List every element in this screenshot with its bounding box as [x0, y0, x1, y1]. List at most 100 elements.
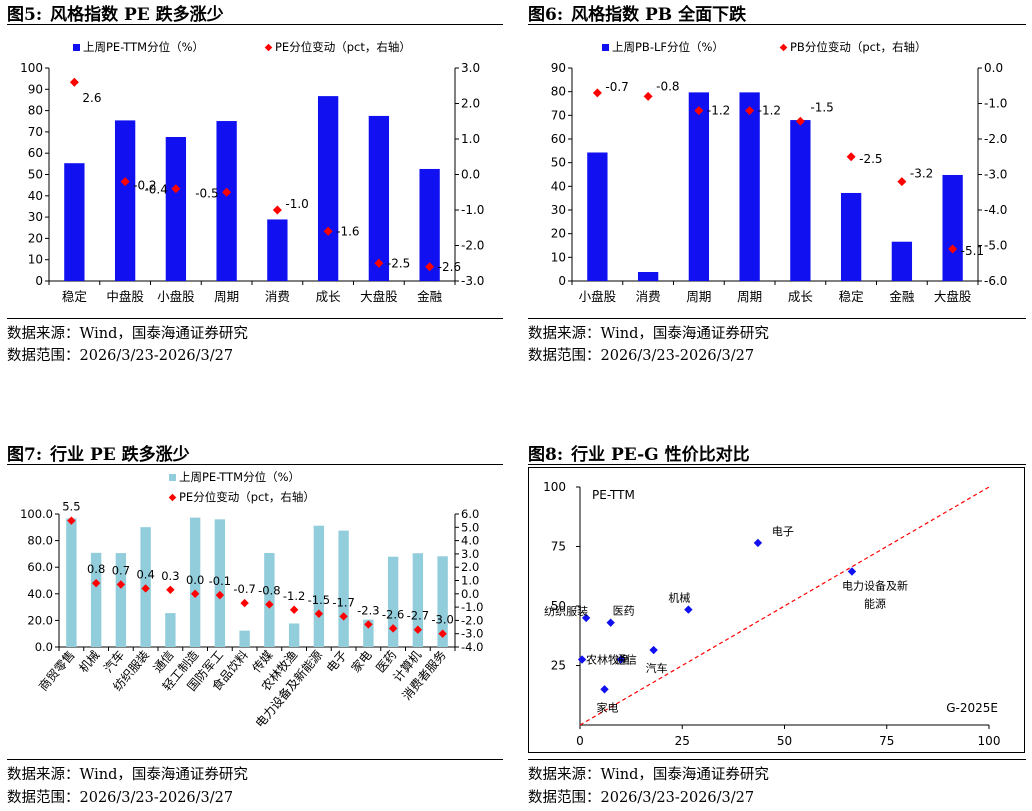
legend-label-bar: 上周PE-TTM分位（%）	[83, 40, 204, 54]
marker	[364, 620, 373, 629]
figure-title: 行业 PE 跌多涨少	[50, 445, 190, 465]
marker	[240, 598, 249, 608]
data-label: -2.7	[407, 609, 429, 623]
marker	[120, 177, 130, 187]
bar	[338, 530, 349, 647]
point-label: 汽车	[646, 661, 668, 675]
bar	[288, 623, 300, 647]
y-tick-label: 30	[28, 210, 43, 224]
bar	[637, 272, 659, 281]
category-label: 商贸零售	[35, 647, 77, 693]
y-tick-label: 40	[551, 179, 566, 193]
y-tick-label: 40	[28, 189, 43, 203]
x-tick-label: 50	[777, 734, 792, 748]
figure-6-title: 图6: 风格指数 PB 全面下跌	[528, 0, 754, 25]
y2-tick-label: -4.0	[461, 640, 483, 654]
y-tick-label: 80.0	[27, 534, 53, 548]
y-tick-label: 0.0	[35, 640, 53, 654]
figure-number: 图7:	[7, 445, 43, 465]
category-label: 机械	[75, 647, 102, 675]
category-label: 周期	[214, 289, 239, 304]
point-label: 纺织服装	[544, 604, 588, 618]
title-rule	[7, 464, 503, 465]
y-tick-label: 10	[28, 253, 43, 267]
category-label: 大盘股	[360, 289, 398, 304]
bar	[790, 120, 811, 281]
data-range: 数据范围：2026/3/23-2026/3/27	[7, 348, 234, 364]
legend-swatch-bar	[602, 44, 609, 51]
title-rule	[528, 464, 1026, 465]
figure-title: 行业 PE-G 性价比对比	[571, 445, 750, 465]
marker	[694, 106, 704, 116]
category-label: 家电	[348, 647, 375, 675]
point-label: 医药	[613, 605, 635, 618]
bar	[115, 553, 127, 647]
marker	[388, 624, 398, 633]
point-label: 机械	[668, 591, 690, 605]
category-label: 金融	[889, 289, 915, 304]
figure-8-title: 图8: 行业 PE-G 性价比对比	[528, 440, 758, 465]
bar	[66, 518, 77, 647]
data-range: 数据范围：2026/3/23-2026/3/27	[528, 790, 755, 806]
data-label: -0.7	[605, 80, 628, 94]
legend-swatch-bar	[73, 44, 80, 51]
category-label: 周期	[737, 289, 762, 304]
bar	[387, 556, 399, 647]
data-label: -0.2	[133, 179, 156, 193]
marker	[897, 177, 907, 187]
figure-7-title: 图7: 行业 PE 跌多涨少	[7, 440, 198, 465]
y2-tick-label: 5.0	[461, 520, 479, 534]
figure-number: 图6:	[528, 5, 564, 25]
category-label: 中盘股	[106, 289, 144, 304]
marker	[166, 585, 175, 595]
legend-label-marker: PE分位变动（pct，右轴）	[275, 40, 411, 54]
point-label: 能源	[864, 596, 886, 610]
marker	[425, 262, 435, 272]
data-source: 数据来源：Wind，国泰海通证券研究	[7, 767, 248, 783]
legend-swatch-marker	[168, 493, 177, 502]
scatter-point	[577, 655, 587, 664]
figure-number: 图5:	[7, 5, 43, 25]
data-label: -0.4	[144, 183, 167, 197]
y2-tick-label: -2.0	[984, 132, 1007, 146]
marker	[745, 106, 755, 116]
bar	[267, 219, 288, 281]
y-tick-label: 0	[35, 274, 43, 288]
legend-swatch-marker	[779, 43, 788, 52]
marker	[592, 88, 602, 98]
data-range: 数据范围：2026/3/23-2026/3/27	[7, 790, 234, 806]
data-label: -3.0	[431, 613, 453, 627]
bar	[363, 619, 374, 647]
data-source: 数据来源：Wind，国泰海通证券研究	[528, 326, 769, 342]
marker	[215, 590, 225, 600]
marker	[643, 91, 653, 101]
y-tick-label: 100	[20, 61, 43, 75]
y-tick-label: 60.0	[27, 560, 53, 574]
legend-swatch-marker	[264, 43, 273, 52]
y2-tick-label: 2.0	[461, 97, 480, 111]
data-label: -2.5	[859, 152, 882, 166]
bar	[114, 120, 136, 281]
point-label: 家电	[597, 700, 619, 714]
legend-label-bar: 上周PE-TTM分位（%）	[179, 470, 300, 484]
data-label: -2.6	[438, 260, 461, 274]
data-label: -1.5	[810, 100, 833, 114]
x-axis-label: G-2025E	[946, 701, 998, 715]
data-label: -1.2	[758, 104, 781, 118]
scatter-point	[581, 613, 591, 623]
data-source: 数据来源：Wind，国泰海通证券研究	[7, 326, 248, 342]
x-tick-label: 25	[675, 734, 690, 748]
y-tick-label: 0	[558, 274, 566, 288]
bar	[165, 613, 176, 647]
y-tick-label: 40.0	[27, 587, 53, 601]
y2-tick-label: -6.0	[984, 274, 1007, 288]
y2-tick-label: 1.0	[461, 132, 480, 146]
bar	[239, 630, 250, 647]
data-label: -0.8	[656, 79, 679, 93]
legend-label-marker: PE分位变动（pct，右轴）	[179, 490, 315, 504]
bar	[437, 556, 448, 647]
y-tick-label: 80	[28, 104, 43, 118]
y2-tick-label: 2.0	[461, 560, 479, 574]
marker	[846, 152, 856, 162]
data-range: 数据范围：2026/3/23-2026/3/27	[528, 348, 755, 364]
